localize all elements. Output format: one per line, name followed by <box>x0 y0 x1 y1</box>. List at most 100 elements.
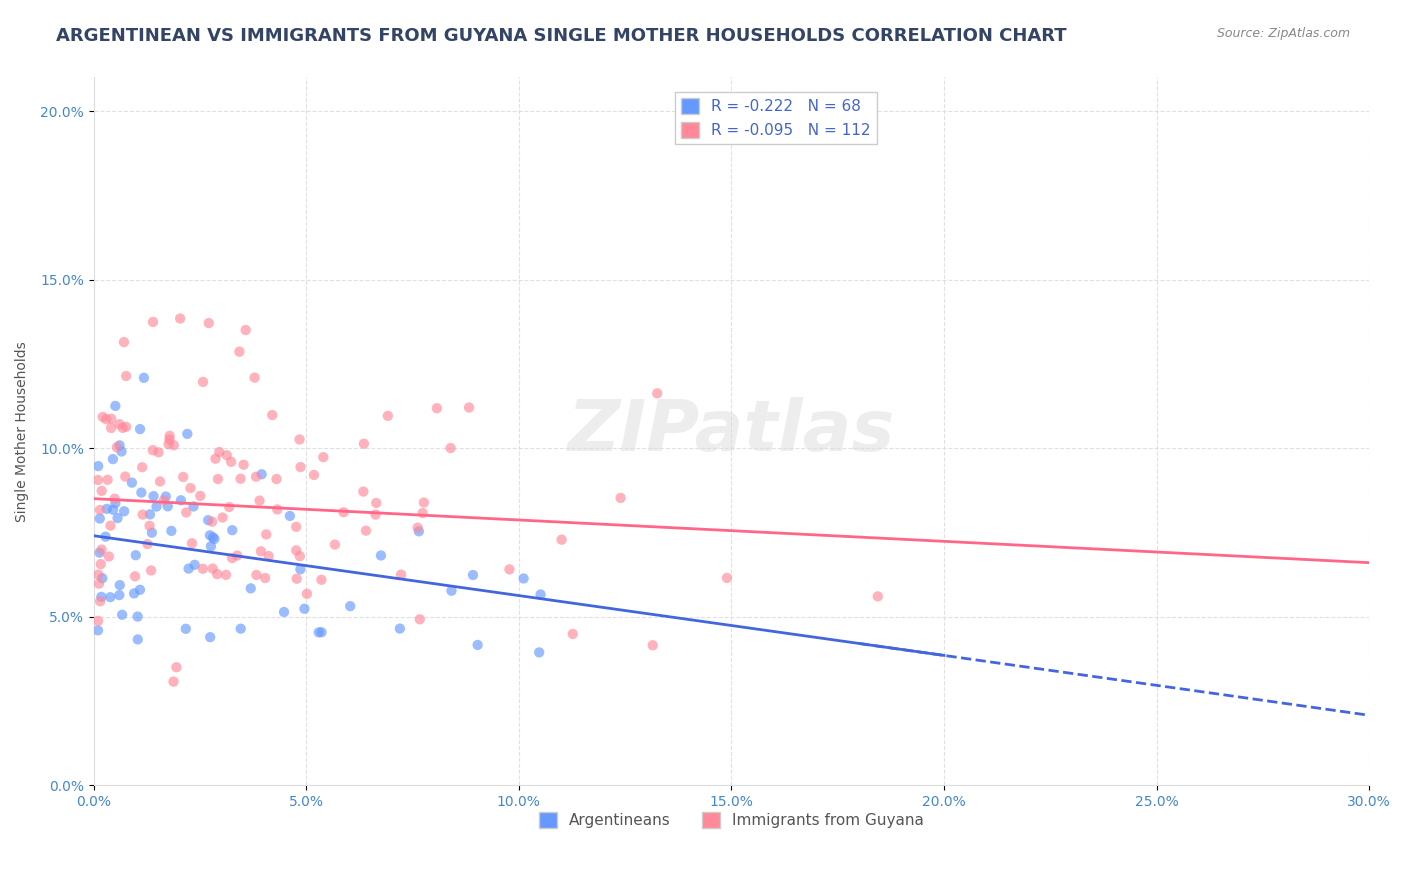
Point <box>239 582 262 596</box>
Point <box>641 638 664 652</box>
Point <box>124 569 146 583</box>
Point <box>243 370 266 384</box>
Point <box>110 444 132 458</box>
Point <box>235 323 257 337</box>
Point <box>323 538 346 552</box>
Point <box>98 590 121 604</box>
Point <box>229 472 252 486</box>
Text: ZIPatlas: ZIPatlas <box>568 397 896 466</box>
Point <box>165 660 187 674</box>
Point <box>294 601 316 615</box>
Point <box>87 473 110 487</box>
Point <box>172 470 194 484</box>
Point <box>228 344 250 359</box>
Point <box>377 409 399 423</box>
Point <box>229 622 252 636</box>
Point <box>96 412 118 426</box>
Point <box>107 511 129 525</box>
Point <box>89 511 111 525</box>
Point <box>169 311 191 326</box>
Point <box>273 605 295 619</box>
Point <box>866 590 889 604</box>
Point <box>111 421 134 435</box>
Point <box>174 622 197 636</box>
Point <box>219 455 242 469</box>
Point <box>198 630 221 644</box>
Point <box>170 493 193 508</box>
Point <box>174 506 197 520</box>
Point <box>148 445 170 459</box>
Point <box>100 411 122 425</box>
Y-axis label: Single Mother Households: Single Mother Households <box>15 341 30 522</box>
Point <box>389 567 412 582</box>
Text: ARGENTINEAN VS IMMIGRANTS FROM GUYANA SINGLE MOTHER HOUSEHOLDS CORRELATION CHART: ARGENTINEAN VS IMMIGRANTS FROM GUYANA SI… <box>56 27 1067 45</box>
Point <box>191 375 214 389</box>
Legend: Argentineans, Immigrants from Guyana: Argentineans, Immigrants from Guyana <box>533 805 931 834</box>
Point <box>94 530 117 544</box>
Point <box>512 572 534 586</box>
Point <box>561 627 583 641</box>
Point <box>136 537 159 551</box>
Point <box>87 624 110 638</box>
Point <box>129 422 152 436</box>
Point <box>101 452 124 467</box>
Point <box>108 438 131 452</box>
Point <box>302 467 325 482</box>
Point <box>153 493 176 508</box>
Point <box>370 549 392 563</box>
Point <box>311 573 333 587</box>
Point <box>87 614 110 628</box>
Point <box>127 632 149 647</box>
Point <box>250 544 273 558</box>
Point <box>290 460 312 475</box>
Point <box>159 433 181 447</box>
Point <box>498 562 520 576</box>
Point <box>179 481 201 495</box>
Point <box>89 594 111 608</box>
Point <box>104 491 127 506</box>
Point <box>245 469 267 483</box>
Point <box>97 473 120 487</box>
Point <box>90 557 112 571</box>
Point <box>100 518 122 533</box>
Point <box>142 443 165 458</box>
Point <box>288 549 311 564</box>
Point <box>91 409 114 424</box>
Point <box>467 638 489 652</box>
Point <box>254 571 277 585</box>
Point <box>388 622 411 636</box>
Point <box>204 451 226 466</box>
Point <box>221 523 243 537</box>
Point <box>87 576 110 591</box>
Point <box>257 549 280 563</box>
Point <box>339 599 361 614</box>
Point <box>149 475 172 489</box>
Point <box>311 625 333 640</box>
Point <box>90 483 112 498</box>
Point <box>609 491 631 505</box>
Point <box>112 504 135 518</box>
Point <box>115 419 138 434</box>
Point <box>121 475 143 490</box>
Point <box>131 508 153 522</box>
Point <box>215 448 238 462</box>
Point <box>96 501 118 516</box>
Point <box>332 505 354 519</box>
Point <box>104 399 127 413</box>
Point <box>208 445 231 459</box>
Point <box>141 525 163 540</box>
Point <box>218 500 240 514</box>
Point <box>90 590 112 604</box>
Point <box>125 548 148 562</box>
Point <box>139 564 162 578</box>
Point <box>353 436 375 450</box>
Point <box>115 369 138 384</box>
Point <box>87 567 110 582</box>
Point <box>155 490 177 504</box>
Point <box>89 503 111 517</box>
Point <box>104 496 127 510</box>
Point <box>114 469 136 483</box>
Point <box>266 502 288 516</box>
Point <box>156 500 179 514</box>
Point <box>461 568 484 582</box>
